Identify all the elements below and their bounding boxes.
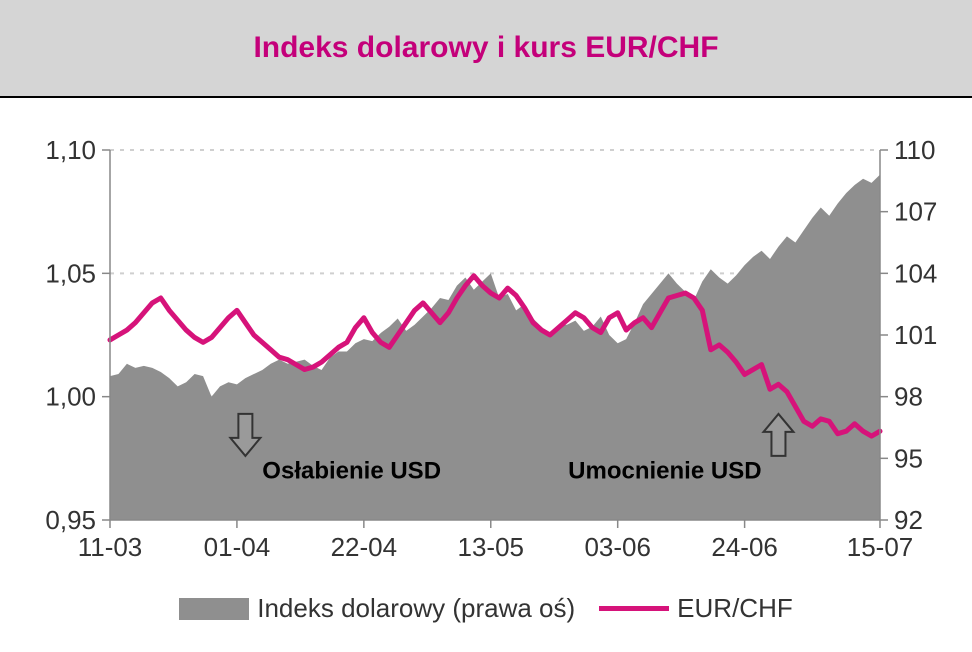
legend-label-area: Indeks dolarowy (prawa oś) <box>257 593 575 624</box>
y-right-label: 95 <box>894 443 923 473</box>
y-left-label: 1,05 <box>45 258 96 288</box>
y-right-label: 107 <box>894 197 937 227</box>
y-right-label: 92 <box>894 505 923 535</box>
x-label: 13-05 <box>458 532 525 562</box>
y-right-label: 101 <box>894 320 937 350</box>
annotation-weaken: Osłabienie USD <box>262 458 441 485</box>
legend-label-line: EUR/CHF <box>677 593 793 624</box>
x-label: 11-03 <box>78 532 143 562</box>
area-series <box>110 175 880 520</box>
x-label: 15-07 <box>847 532 914 562</box>
chart-title: Indeks dolarowy i kurs EUR/CHF <box>253 31 718 65</box>
x-label: 01-04 <box>204 532 271 562</box>
y-right-label: 98 <box>894 382 923 412</box>
x-label: 24-06 <box>711 532 778 562</box>
chart-container: 0,95 1,00 1,05 1,10 92 95 98 101 104 107 110 11-03 0… <box>18 140 954 585</box>
x-label: 03-06 <box>584 532 651 562</box>
legend-swatch-area <box>179 598 249 620</box>
chart-header: Indeks dolarowy i kurs EUR/CHF <box>0 0 972 98</box>
y-right-label: 110 <box>894 140 935 165</box>
chart-svg: 0,95 1,00 1,05 1,10 92 95 98 101 104 107 110 11-03 0… <box>18 140 954 580</box>
y-left-label: 1,10 <box>45 140 96 165</box>
annotation-strengthen: Umocnienie USD <box>568 458 761 485</box>
y-left-label: 0,95 <box>45 505 96 535</box>
x-label: 22-04 <box>331 532 398 562</box>
legend-swatch-line <box>599 606 669 611</box>
y-left-label: 1,00 <box>45 382 96 412</box>
legend: Indeks dolarowy (prawa oś) EUR/CHF <box>0 593 972 624</box>
y-right-label: 104 <box>894 258 937 288</box>
